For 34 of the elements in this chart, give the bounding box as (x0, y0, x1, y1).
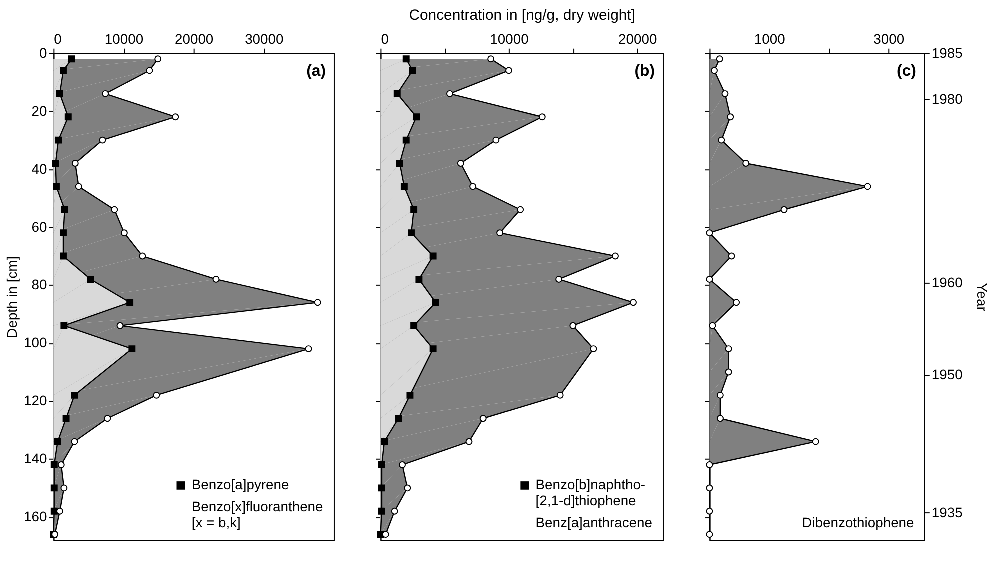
text: 1935 (932, 504, 963, 520)
x-tick-label: 3000 (874, 30, 905, 47)
text: Benz[a]anthracene (536, 514, 653, 530)
y-tick-label: 0 (39, 44, 48, 61)
legend-label: Benzo[a]pyrene (192, 476, 290, 493)
x-tick-label: 30000 (245, 30, 284, 47)
x-tick-label: 0 (54, 30, 62, 47)
y-tick-label: 120 (24, 392, 48, 409)
x-tick-label: 1000 (754, 30, 786, 47)
y2-axis-title: Year (974, 283, 991, 312)
y-axis-title: Depth in [cm] (4, 256, 20, 338)
text: Benzo[x]fluoranthene [x = b,k] (192, 498, 324, 530)
x-tick-label: 20000 (174, 30, 214, 47)
annotation: (b) (634, 63, 656, 80)
annotation: (a) (306, 63, 326, 80)
x-tick-label: 10000 (104, 30, 144, 47)
y-tick-label: 160 (24, 508, 48, 525)
text: 1985 (932, 44, 963, 61)
x-axis-title: Concentration in [ng/g, dry weight] (409, 8, 636, 24)
text: 1960 (932, 274, 963, 291)
y-tick-label: 20 (32, 102, 48, 119)
y-tick-label: 140 (24, 450, 48, 467)
x-tick-label: 20000 (618, 30, 658, 47)
y-tick-label: 80 (32, 276, 48, 293)
x-tick-label: 10000 (490, 30, 530, 47)
annotation: (c) (897, 63, 916, 80)
y-tick-label: 60 (32, 218, 48, 235)
text: Dibenzothiophene (802, 514, 915, 530)
legend-label: Benzo[b]naphtho- [2,1-d]thiophene (536, 476, 646, 509)
text: 1950 (932, 366, 963, 382)
y-tick-label: 100 (24, 334, 48, 351)
text: 1980 (932, 90, 963, 107)
y-tick-label: 40 (32, 160, 48, 177)
x-tick-label: 0 (381, 30, 390, 47)
